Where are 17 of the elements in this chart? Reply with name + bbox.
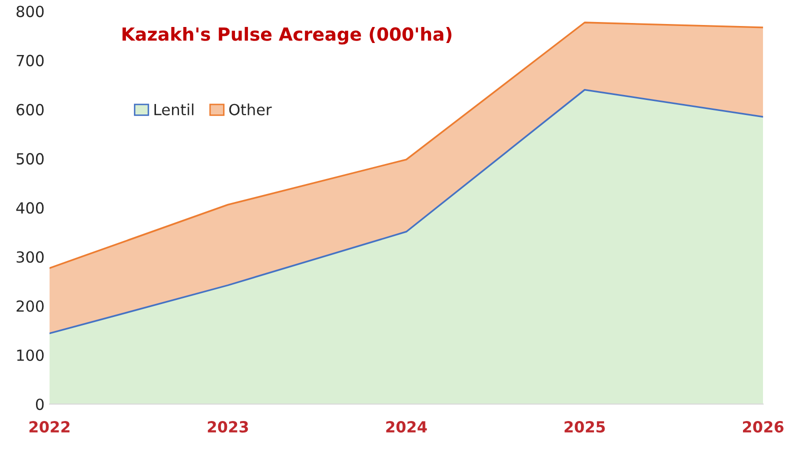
y-tick-label: 200 [16,300,44,312]
y-tick-label: 400 [16,202,44,214]
x-tick-label: 2026 [742,421,784,433]
x-tick-label: 2025 [564,421,605,433]
y-tick-label: 0 [36,398,44,410]
x-tick-label: 2024 [386,421,427,433]
y-tick-label: 700 [16,54,44,66]
legend-label: Other [229,104,272,116]
y-tick-label: 300 [16,251,44,263]
y-tick-label: 800 [16,6,44,18]
x-tick-label: 2023 [208,421,248,433]
legend-label: Lentil [154,104,194,116]
y-tick-label: 500 [16,153,44,165]
y-tick-label: 100 [17,349,44,362]
x-tick-label: 2022 [29,421,70,433]
text: Kazakh's Pulse Acreage (000'ha) [122,26,452,45]
y-tick-label: 600 [16,104,44,116]
